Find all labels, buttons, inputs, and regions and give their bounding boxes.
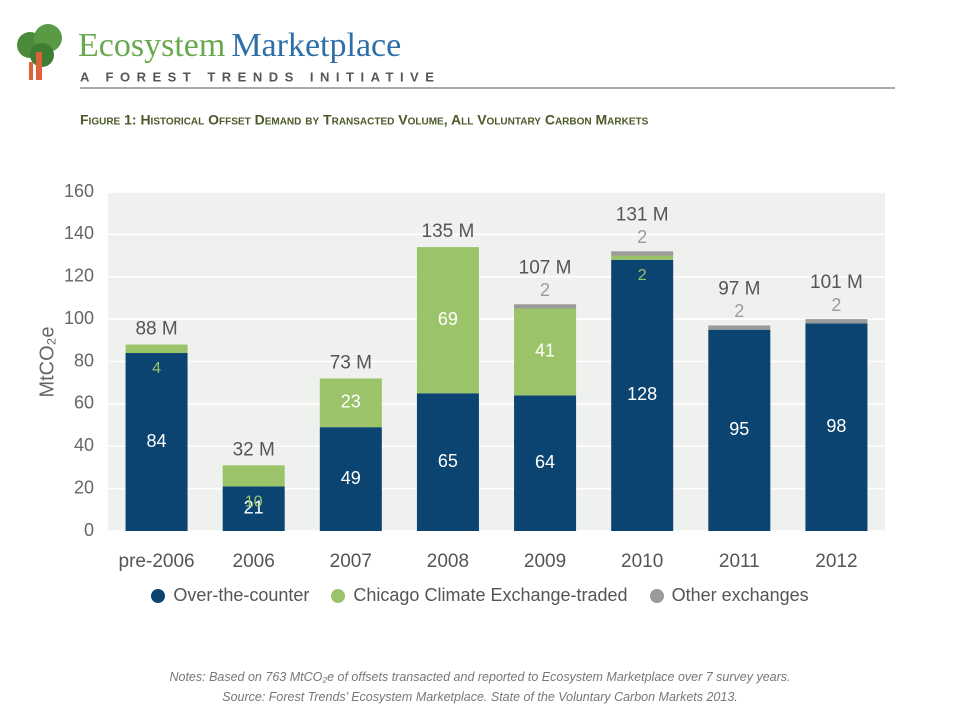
y-tick-label: 160 <box>64 181 94 201</box>
y-axis-label: MtCO₂e <box>36 326 58 397</box>
data-label: 4 <box>152 360 161 377</box>
brand-part: Ecosystem <box>78 27 225 64</box>
note: Notes: Based on 763 MtCO₂e of offsets tr… <box>169 670 791 684</box>
x-tick-label: 2006 <box>233 551 275 572</box>
y-tick-label: 100 <box>64 308 94 328</box>
x-tick-label: 2007 <box>330 551 372 572</box>
data-label: 2 <box>540 280 550 300</box>
data-label: 21 <box>244 498 264 518</box>
x-tick-label: 2011 <box>719 551 760 572</box>
brand: Ecosystem Marketplace <box>78 27 401 64</box>
data-label: 2 <box>637 227 647 247</box>
data-label: 84 <box>147 431 167 451</box>
bar-segment <box>611 251 674 256</box>
x-tick-label: 2009 <box>524 551 566 572</box>
y-tick-label: 20 <box>74 477 94 497</box>
chart: Ecosystem Marketplace A FOREST TRENDS INI… <box>17 24 895 572</box>
bar-segment <box>514 395 577 531</box>
data-label: 128 <box>627 384 657 404</box>
legend-item: Over-the-counter <box>151 585 309 606</box>
total-label: 135 M <box>422 221 475 242</box>
total-label: 131 M <box>616 204 669 225</box>
bar-segment <box>222 486 285 531</box>
bar-segment <box>708 329 771 531</box>
data-label: 2 <box>638 267 647 284</box>
bar-segment <box>319 427 382 531</box>
bar-segment <box>805 319 868 324</box>
bar-segment <box>416 393 479 531</box>
y-tick-label: 60 <box>74 393 94 413</box>
bar-segment <box>222 465 285 487</box>
legend-swatch <box>151 588 166 603</box>
tagline: A FOREST TRENDS INITIATIVE <box>80 69 440 84</box>
data-label: 65 <box>438 451 458 471</box>
brand-part: Marketplace <box>231 27 401 64</box>
y-tick-label: 0 <box>84 520 94 540</box>
total-label: 73 M <box>330 352 372 373</box>
data-label: 69 <box>438 309 458 329</box>
data-label: 98 <box>826 416 846 436</box>
data-label: 64 <box>535 452 555 472</box>
legend-swatch <box>649 588 664 603</box>
data-label: 23 <box>341 392 361 412</box>
y-tick-label: 40 <box>74 435 94 455</box>
total-label: 107 M <box>519 257 572 278</box>
bar-segment <box>805 323 868 531</box>
note: Source: Forest Trends’ Ecosystem Marketp… <box>222 690 738 704</box>
legend-item: Chicago Climate Exchange-traded <box>331 585 628 606</box>
bar-segment <box>416 247 479 394</box>
x-tick-label: 2008 <box>427 551 469 572</box>
y-tick-label: 140 <box>64 223 94 243</box>
bar-segment <box>611 259 674 531</box>
bar-segment <box>514 308 577 396</box>
total-label: 32 M <box>233 439 275 460</box>
data-label: 2 <box>734 301 744 321</box>
bar-segment <box>611 255 674 260</box>
bar-segment <box>708 325 771 330</box>
data-label: 41 <box>535 341 555 361</box>
legend: Over-the-counter Chicago Climate Exchange… <box>0 585 960 606</box>
bar-segment <box>319 378 382 428</box>
legend-label: Over-the-counter <box>173 585 310 605</box>
legend-label: Other exchanges <box>671 585 809 605</box>
bar-segment <box>125 353 188 531</box>
bar-segment <box>125 344 188 354</box>
y-tick-label: 120 <box>64 266 94 286</box>
legend-swatch <box>331 588 346 603</box>
total-label: 88 M <box>135 319 177 340</box>
data-label: 49 <box>341 468 361 488</box>
x-tick-label: pre-2006 <box>119 551 195 572</box>
data-label: 95 <box>729 419 749 439</box>
data-label: 2 <box>831 295 841 315</box>
legend-label: Chicago Climate Exchange-traded <box>353 585 628 605</box>
x-tick-label: 2012 <box>815 551 857 572</box>
logo <box>17 24 62 80</box>
total-label: 101 M <box>810 272 863 293</box>
data-label: 10 <box>245 494 263 511</box>
bar-segment <box>514 304 577 309</box>
legend-item: Other exchanges <box>649 585 809 606</box>
chart-title: Figure 1: Historical Offset Demand by Tr… <box>80 112 649 128</box>
total-label: 97 M <box>718 278 760 299</box>
y-tick-label: 80 <box>74 350 94 370</box>
x-tick-label: 2010 <box>621 551 663 572</box>
